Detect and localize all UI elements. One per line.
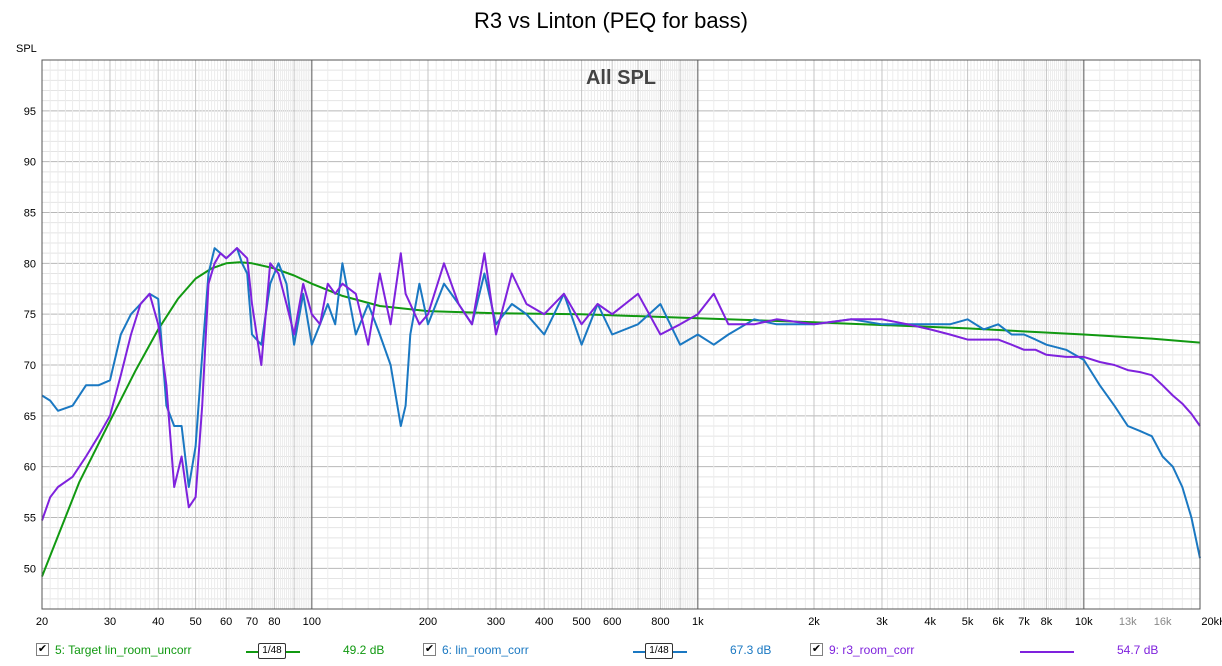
y-tick-label: 95 <box>24 106 36 118</box>
x-tick-labels: 20 30 40 50 60 70 80 100 200 300 400 500 600 800 1k 2k 3… <box>36 616 1222 628</box>
legend-level-lin-room-corr: 67.3 dB <box>730 643 772 657</box>
smoothing-selector-target[interactable]: 1/48 <box>258 643 286 659</box>
legend-checkbox-lin-room-corr[interactable]: ✔ <box>423 643 436 656</box>
y-tick-label: 50 <box>24 563 36 575</box>
y-axis-label: SPL <box>16 43 37 55</box>
x-tick-label: 60 <box>220 616 232 628</box>
x-tick-label: 200 <box>419 616 437 628</box>
x-tick-label: 2k <box>808 616 820 628</box>
legend-checkbox-target[interactable]: ✔ <box>36 643 49 656</box>
x-tick-label: 20kHz <box>1201 616 1222 628</box>
y-tick-label: 80 <box>24 258 36 270</box>
x-tick-label: 7k <box>1018 616 1030 628</box>
series-line-3 <box>41 247 1201 521</box>
y-tick-label: 70 <box>24 360 36 372</box>
legend-label-target: 5: Target lin_room_uncorr <box>55 643 192 657</box>
grid-lines <box>42 60 1200 609</box>
x-tick-label: 13k <box>1119 616 1137 628</box>
legend-swatch-r3-room-corr <box>1020 651 1074 653</box>
x-tick-label: 6k <box>992 616 1004 628</box>
legend-level-r3-room-corr: 54.7 dB <box>1117 643 1159 657</box>
y-tick-label: 55 <box>24 513 36 525</box>
smoothing-selector-lin-room-corr[interactable]: 1/48 <box>645 643 673 659</box>
y-tick-labels: 50 55 60 65 70 75 80 85 90 95 <box>24 106 36 575</box>
chart-title: R3 vs Linton (PEQ for bass) <box>474 8 748 33</box>
series-line-2 <box>41 247 1201 559</box>
chart-subtitle: All SPL <box>586 67 656 89</box>
x-tick-label: 8k <box>1041 616 1053 628</box>
y-tick-label: 75 <box>24 309 36 321</box>
legend-level-target: 49.2 dB <box>343 643 385 657</box>
legend-checkbox-r3-room-corr[interactable]: ✔ <box>810 643 823 656</box>
x-tick-label: 5k <box>962 616 974 628</box>
y-tick-label: 85 <box>24 208 36 220</box>
x-tick-label: 80 <box>268 616 280 628</box>
x-tick-label: 20 <box>36 616 48 628</box>
x-tick-label: 4k <box>924 616 936 628</box>
x-tick-label: 3k <box>876 616 888 628</box>
x-tick-label: 300 <box>487 616 505 628</box>
x-tick-label: 50 <box>189 616 201 628</box>
y-tick-label: 60 <box>24 462 36 474</box>
x-tick-label: 1k <box>692 616 704 628</box>
y-tick-label: 90 <box>24 157 36 169</box>
x-tick-label: 500 <box>572 616 590 628</box>
x-tick-label: 100 <box>303 616 321 628</box>
legend-label-r3-room-corr: 9: r3_room_corr <box>829 643 915 657</box>
series-lines <box>41 247 1201 577</box>
x-tick-label: 70 <box>246 616 258 628</box>
x-tick-label: 10k <box>1075 616 1093 628</box>
y-tick-label: 65 <box>24 411 36 423</box>
legend-label-lin-room-corr: 6: lin_room_corr <box>442 643 529 657</box>
x-tick-label: 600 <box>603 616 621 628</box>
x-tick-label: 40 <box>152 616 164 628</box>
x-tick-label: 30 <box>104 616 116 628</box>
x-tick-label: 800 <box>651 616 669 628</box>
x-tick-label: 16k <box>1154 616 1172 628</box>
spl-plot: All SPL SPL 50 55 60 65 70 75 80 85 90 95 20 30 40 5… <box>16 43 1222 628</box>
x-tick-label: 400 <box>535 616 553 628</box>
